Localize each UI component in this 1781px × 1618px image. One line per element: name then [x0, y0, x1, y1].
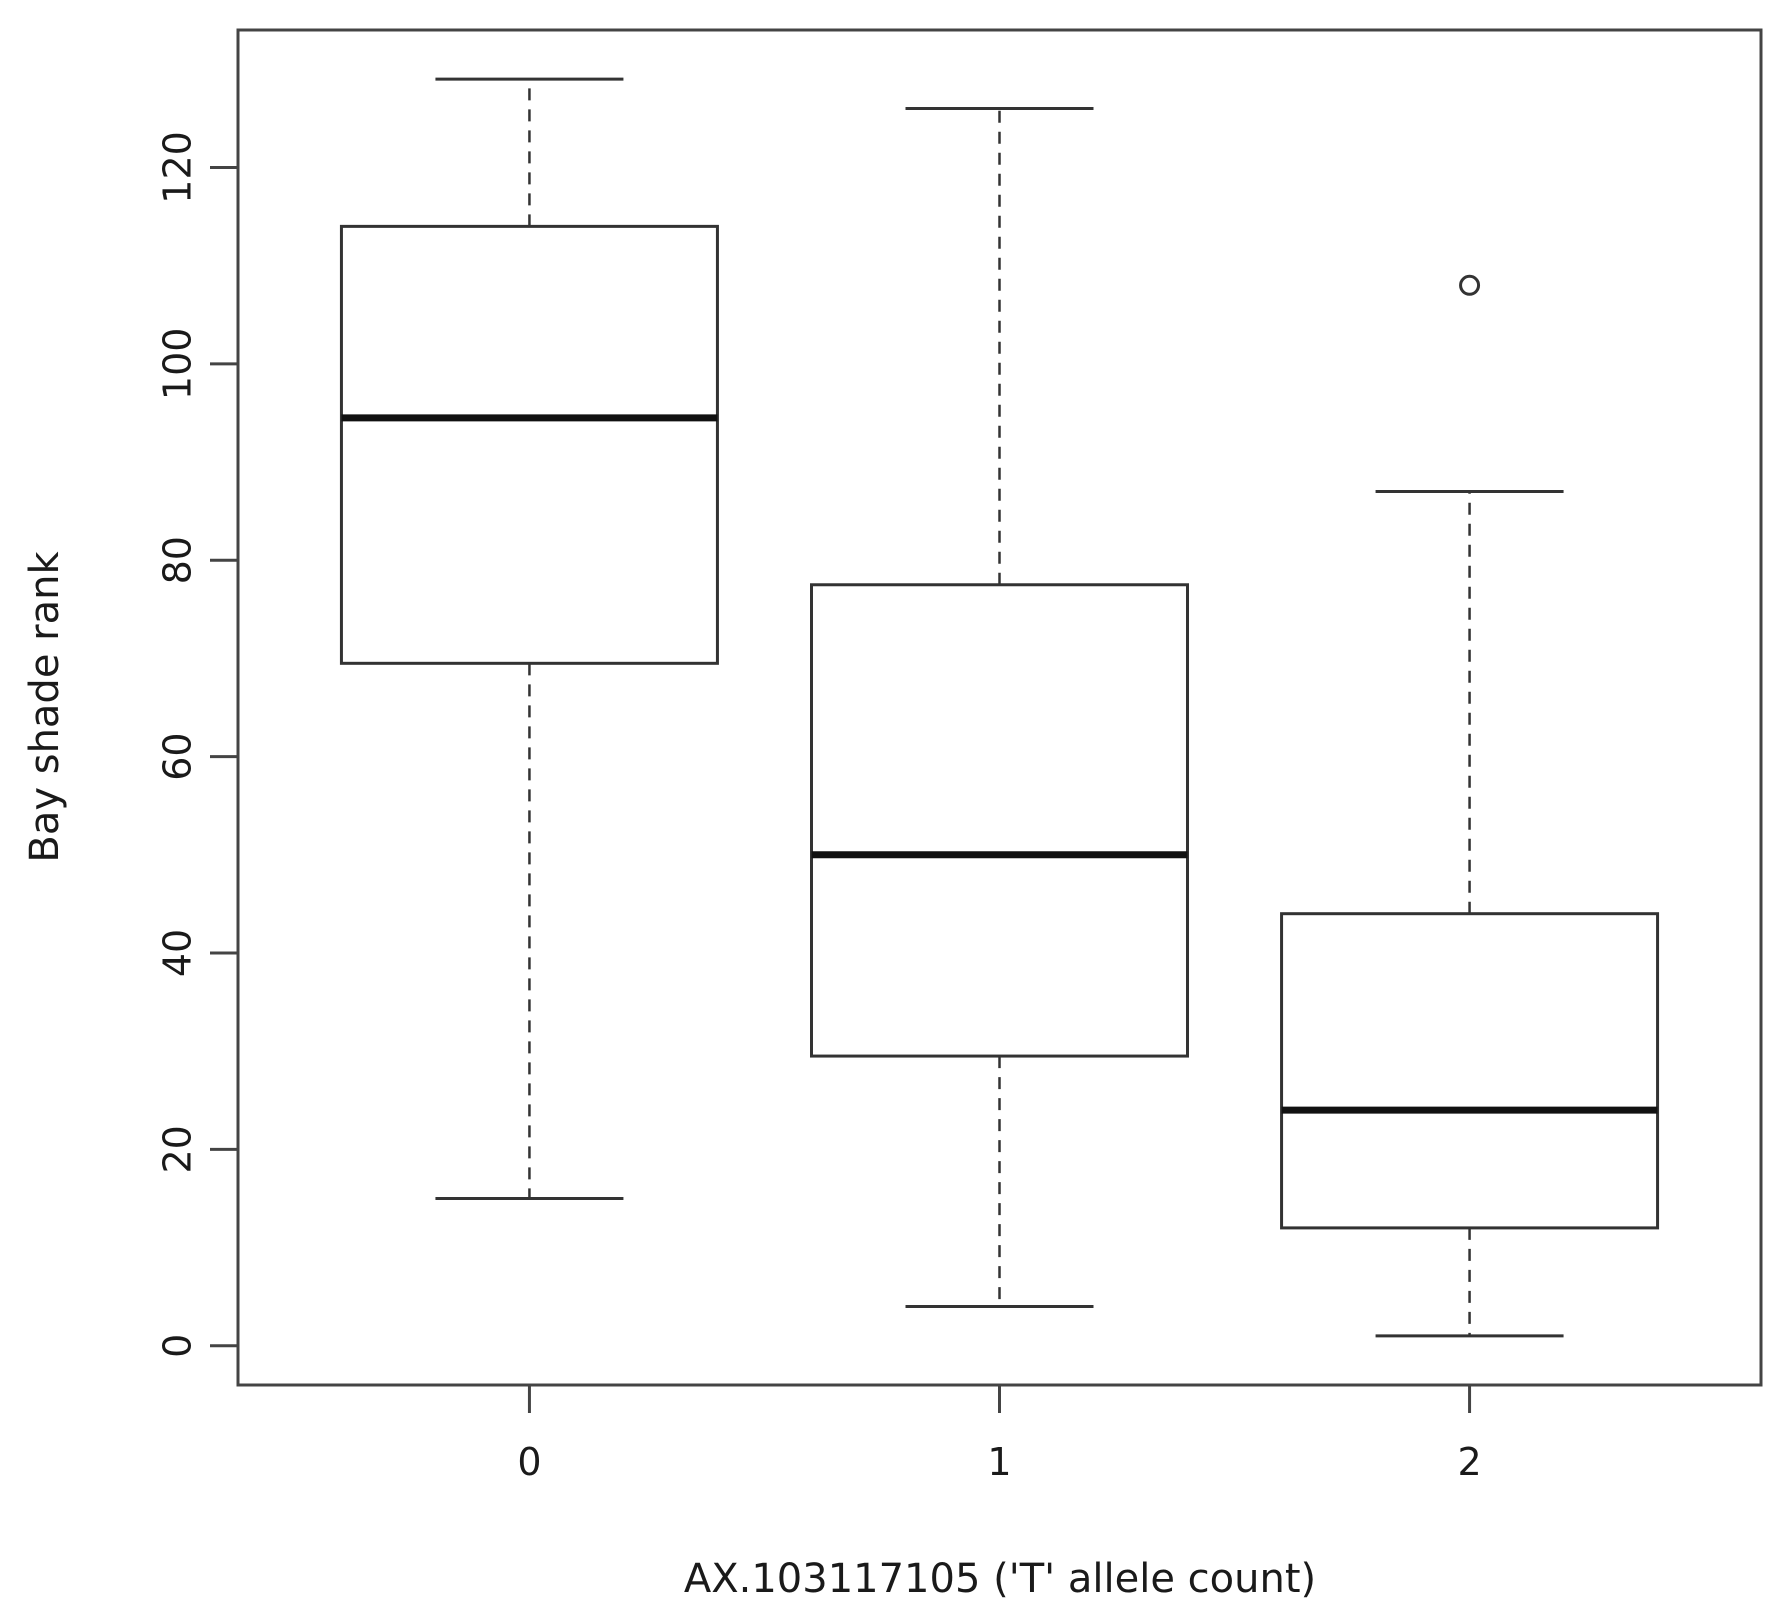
y-tick-label-40: 40 — [156, 929, 200, 977]
box-1 — [810, 583, 1189, 1058]
y-tick-label-20: 20 — [156, 1125, 200, 1173]
y-tick-label-0: 0 — [156, 1334, 200, 1358]
x-tick-label-2: 2 — [1457, 1440, 1481, 1484]
y-tick-label-120: 120 — [156, 131, 200, 204]
x-tick-label-1: 1 — [987, 1440, 1011, 1484]
x-axis-label: AX.103117105 ('T' allele count) — [684, 1556, 1316, 1602]
y-tick-label-80: 80 — [156, 536, 200, 584]
y-tick-label-60: 60 — [156, 732, 200, 780]
x-tick-label-0: 0 — [517, 1440, 541, 1484]
y-tick-label-100: 100 — [156, 328, 200, 401]
box-0 — [339, 224, 719, 665]
outlier-2-0 — [1459, 274, 1481, 296]
y-axis-label: Bay shade rank — [22, 551, 68, 863]
box-2 — [1280, 912, 1660, 1230]
